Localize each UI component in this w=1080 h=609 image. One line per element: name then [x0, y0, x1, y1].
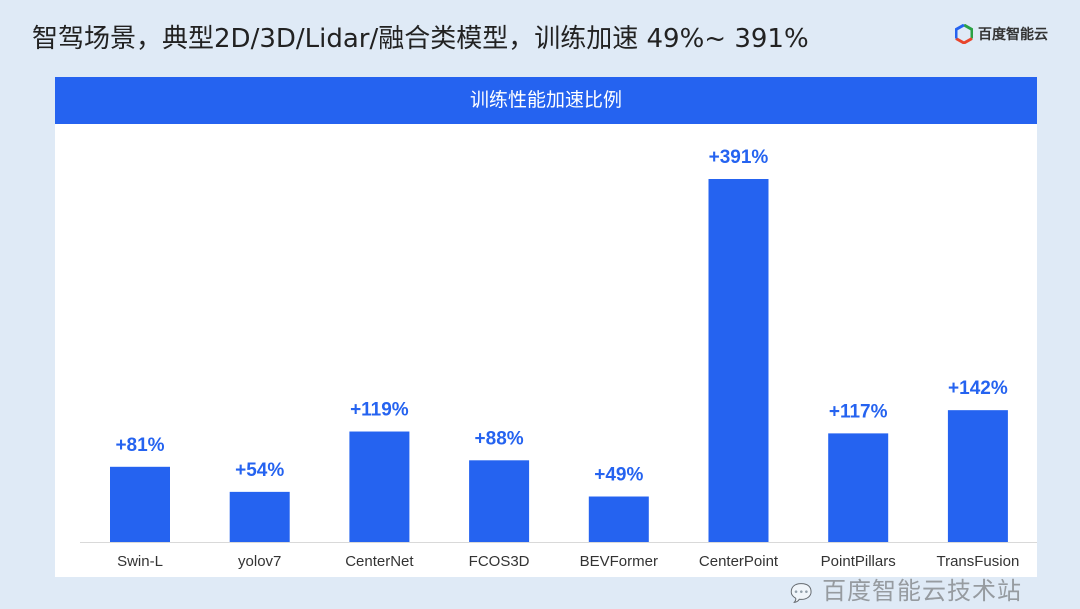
bar-CenterPoint	[708, 179, 769, 542]
page-title: 智驾场景，典型2D/3D/Lidar/融合类模型，训练加速 49%~ 391%	[32, 24, 809, 54]
chart-panel: 训练性能加速比例	[55, 77, 1037, 577]
bar-FCOS3D	[469, 460, 530, 542]
data-label: +81%	[115, 435, 164, 456]
data-label: +88%	[475, 428, 524, 449]
x-tick-label: CenterNet	[345, 553, 414, 570]
bar-Swin-L	[110, 466, 170, 542]
data-label: +49%	[594, 465, 643, 486]
x-tick-label: FCOS3D	[469, 553, 530, 570]
x-tick-label: BEVFormer	[580, 553, 658, 570]
wechat-icon: 💬	[790, 583, 814, 604]
logo-icon	[955, 24, 973, 44]
x-tick-label: CenterPoint	[699, 553, 779, 570]
bar-BEVFormer	[588, 496, 649, 542]
data-label: +391%	[709, 147, 769, 168]
data-label: +142%	[948, 378, 1008, 399]
bar-CenterNet	[349, 431, 410, 542]
data-label: +117%	[829, 401, 888, 422]
data-label: +54%	[235, 460, 284, 481]
bar-TransFusion	[947, 410, 1008, 542]
bar-yolov7	[229, 491, 290, 542]
watermark: 💬 百度智能云技术站	[790, 576, 1022, 609]
data-label: +119%	[350, 400, 409, 421]
watermark-text: 百度智能云技术站	[822, 577, 1023, 605]
logo-text: 百度智能云	[978, 27, 1048, 43]
logo: 百度智能云	[955, 24, 1048, 44]
x-tick-label: yolov7	[238, 553, 281, 570]
chart-title: 训练性能加速比例	[55, 77, 1037, 124]
x-tick-label: Swin-L	[117, 553, 163, 570]
x-tick-label: TransFusion	[936, 553, 1019, 570]
bar-PointPillars	[828, 433, 889, 542]
x-tick-label: PointPillars	[821, 553, 896, 570]
